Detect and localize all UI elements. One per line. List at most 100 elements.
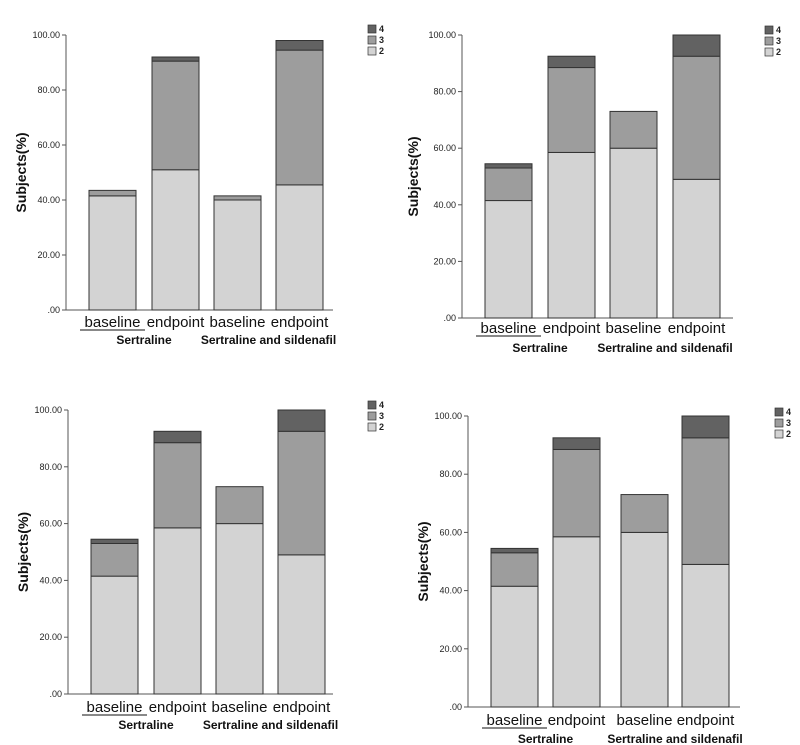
bar-segment-level-2 [88, 195, 137, 311]
bar-segment-level-2 [484, 200, 533, 319]
y-tick-label: 80.00 [37, 85, 60, 95]
bar-segment-level-3 [213, 195, 262, 201]
legend-label-level-4: 4 [379, 400, 384, 410]
legend-swatch-level-2 [367, 46, 377, 56]
chart-panel-2: .00 20.00 40.00 60.00 80.00 100.00 Subjects(%)… [405, 25, 781, 355]
y-tick-label: 100.00 [434, 411, 462, 421]
legend-swatch-level-4 [367, 400, 377, 410]
legend-swatch-level-2 [774, 429, 784, 439]
bar-segment-level-3 [484, 167, 533, 202]
x-category-label: baseline [212, 699, 268, 716]
legend-label-level-4: 4 [379, 24, 384, 34]
bar-segment-level-3 [490, 552, 539, 587]
y-tick-label: 40.00 [37, 195, 60, 205]
bar-segment-level-4 [90, 538, 139, 544]
y-tick-label: 100.00 [34, 405, 62, 415]
y-tick-label: 80.00 [439, 469, 462, 479]
x-category-label: baseline [481, 320, 537, 337]
bar-segment-level-4 [151, 56, 200, 62]
x-category-label: baseline [606, 320, 662, 337]
legend-label-level-3: 3 [776, 36, 781, 46]
y-tick-label: .00 [443, 313, 456, 323]
bar-segment-level-3 [681, 437, 730, 565]
x-category-label: endpoint [668, 320, 726, 337]
y-tick-label: 100.00 [32, 30, 60, 40]
bar-segment-level-3 [153, 442, 202, 529]
bar-segment-level-2 [215, 523, 264, 695]
bar-segment-level-3 [552, 448, 601, 538]
bar-segment-level-4 [484, 163, 533, 169]
x-category-label: endpoint [677, 712, 735, 729]
bar-segment-level-2 [609, 147, 658, 319]
x-category-label: endpoint [147, 314, 205, 331]
legend-swatch-level-3 [367, 35, 377, 45]
y-tick-label: 40.00 [39, 575, 62, 585]
y-axis-label: Subjects(%) [13, 132, 29, 212]
bar-segment-level-2 [90, 575, 139, 695]
x-group-label: Sertraline and sildenafil [607, 732, 742, 745]
x-category-label: endpoint [149, 699, 207, 716]
bar-segment-level-3 [88, 189, 137, 197]
bar-segment-level-2 [277, 554, 326, 695]
bar-segment-level-3 [620, 494, 669, 533]
y-tick-label: 40.00 [433, 200, 456, 210]
x-group-label: Sertraline [118, 718, 174, 732]
x-group-label: Sertraline [116, 333, 172, 347]
y-tick-label: 60.00 [433, 143, 456, 153]
legend-swatch-level-3 [367, 411, 377, 421]
legend-swatch-level-4 [774, 407, 784, 417]
x-category-label: baseline [85, 314, 141, 331]
bar-segment-level-3 [215, 486, 264, 525]
chart-panel-1: .00 20.00 40.00 60.00 80.00 100.00 Subjects(%)… [13, 24, 384, 347]
x-category-label: baseline [487, 712, 543, 729]
bar-segment-level-4 [672, 34, 721, 57]
bar-segment-level-2 [552, 536, 601, 708]
bar-segment-level-2 [672, 178, 721, 319]
y-tick-label: 60.00 [37, 140, 60, 150]
x-group-label: Sertraline and sildenafil [203, 718, 338, 732]
bar-segment-level-4 [275, 40, 324, 51]
bar-segment-level-2 [213, 199, 262, 311]
x-group-label: Sertraline and sildenafil [201, 333, 336, 347]
x-group-label: Sertraline [512, 341, 568, 355]
y-axis-label: Subjects(%) [15, 512, 31, 592]
y-tick-label: .00 [47, 305, 60, 315]
y-axis-label: Subjects(%) [405, 136, 421, 216]
legend-label-level-3: 3 [786, 418, 791, 428]
x-category-label: endpoint [543, 320, 601, 337]
y-tick-label: 80.00 [39, 462, 62, 472]
y-tick-label: 100.00 [428, 30, 456, 40]
legend-label-level-4: 4 [786, 407, 791, 417]
legend-swatch-level-2 [367, 422, 377, 432]
bar-segment-level-2 [490, 585, 539, 708]
bar-segment-level-3 [672, 55, 721, 180]
chart-panel-4: .00 20.00 40.00 60.00 80.00 100.00 Subjects(%)… [415, 407, 791, 745]
x-group-label: Sertraline [518, 732, 574, 745]
legend-label-level-2: 2 [786, 429, 791, 439]
legend-swatch-level-4 [764, 25, 774, 35]
legend-swatch-level-4 [367, 24, 377, 34]
legend-label-level-4: 4 [776, 25, 781, 35]
bar-segment-level-2 [620, 531, 669, 708]
y-axis-label: Subjects(%) [415, 521, 431, 601]
bar-segment-level-4 [277, 409, 326, 432]
legend-swatch-level-3 [774, 418, 784, 428]
y-tick-label: 20.00 [39, 632, 62, 642]
y-tick-label: 80.00 [433, 87, 456, 97]
y-tick-label: 20.00 [433, 256, 456, 266]
y-tick-label: 40.00 [439, 586, 462, 596]
bar-segment-level-3 [90, 542, 139, 577]
x-category-label: endpoint [273, 699, 331, 716]
bar-segment-level-2 [681, 563, 730, 708]
bar-segment-level-3 [609, 110, 658, 149]
bar-segment-level-2 [547, 151, 596, 319]
bar-segment-level-4 [681, 415, 730, 439]
x-category-label: baseline [87, 699, 143, 716]
x-category-label: endpoint [271, 314, 329, 331]
chart-panel-3: .00 20.00 40.00 60.00 80.00 100.00 Subjects(%)… [15, 400, 384, 732]
bar-segment-level-4 [547, 55, 596, 69]
bar-segment-level-2 [151, 169, 200, 311]
bar-segment-level-4 [153, 430, 202, 444]
y-tick-label: 60.00 [39, 519, 62, 529]
